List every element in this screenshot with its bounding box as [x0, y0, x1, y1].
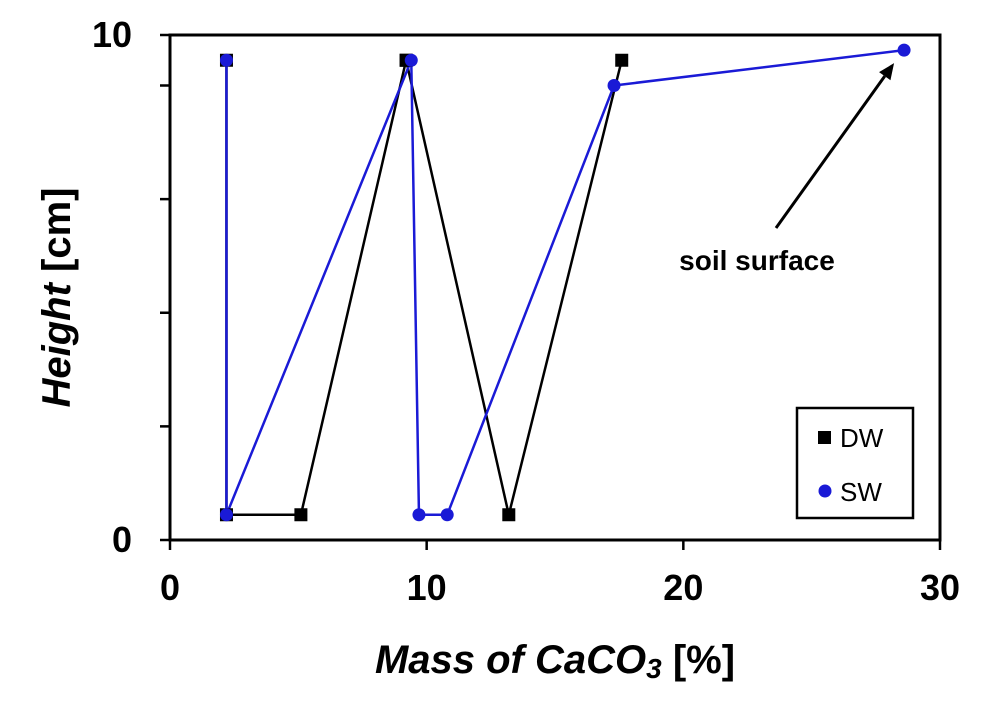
annotation-text: soil surface: [679, 245, 835, 276]
plot-area-frame: [168, 33, 942, 542]
annotation: soil surface: [679, 63, 895, 276]
y-axis-title-unit: [cm]: [35, 187, 79, 283]
legend-dw-label: DW: [840, 423, 884, 453]
data-point-sw: [440, 508, 454, 522]
data-point-sw: [897, 43, 911, 57]
y-tick-label: 10: [92, 14, 132, 55]
data-point-sw: [412, 508, 426, 522]
data-point-sw: [404, 53, 418, 67]
x-tick-label: 10: [407, 567, 447, 608]
annotation-arrow: [774, 75, 886, 229]
data-point-sw: [607, 79, 621, 92]
data-point-dw: [294, 508, 308, 522]
x-axis-title: Mass of CaCO3 [%]: [375, 638, 735, 684]
annotation-arrowhead: [879, 63, 895, 81]
legend-sw-label: SW: [840, 477, 882, 507]
x-axis-title-subscript: 3: [646, 653, 662, 684]
data-point-sw: [219, 508, 233, 522]
data-point-sw: [219, 53, 233, 67]
x-axis-title-main: Mass of CaCO: [375, 638, 646, 682]
data-point-dw: [615, 53, 629, 67]
series-line-dw: [225, 59, 623, 516]
legend-dw-marker: [818, 431, 831, 444]
y-axis-title: Height [cm]: [35, 187, 79, 407]
y-tick-labels: 0 10: [92, 14, 132, 560]
x-tick-label: 20: [663, 567, 703, 608]
legend-sw-marker: [818, 484, 832, 498]
legend-box: [795, 406, 915, 520]
x-axis-title-unit: [%]: [662, 638, 735, 682]
legend: DW SW: [795, 406, 915, 520]
data-point-dw: [502, 508, 516, 522]
x-tick-label: 30: [920, 567, 960, 608]
series-markers: [219, 43, 911, 522]
x-tick-label: 0: [160, 567, 180, 608]
x-tick-labels: 0 10 20 30: [160, 567, 960, 608]
tick-marks: [160, 33, 942, 550]
y-tick-label: 0: [112, 519, 132, 560]
y-axis-title-main: Height: [35, 281, 79, 407]
